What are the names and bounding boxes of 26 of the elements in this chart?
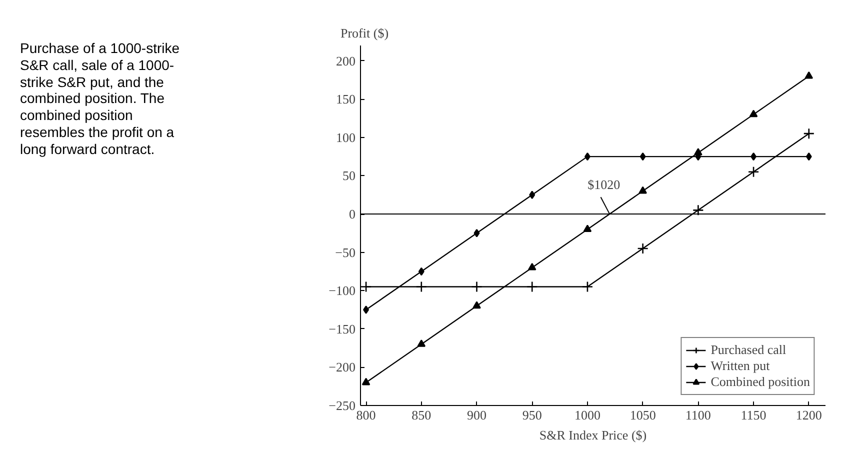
y-tick-label: 150 [336, 92, 356, 107]
y-tick-label: 200 [336, 53, 356, 68]
x-tick-label: 800 [356, 408, 376, 422]
y-axis-title: Profit ($) [340, 26, 389, 40]
y-tick-label: 0 [349, 206, 356, 222]
y-tick-label: −150 [328, 321, 356, 336]
x-tick-label: 1200 [796, 408, 822, 422]
y-tick-label: −200 [328, 360, 356, 375]
annotation: $1020 [588, 177, 620, 192]
y-tick-label: 100 [336, 130, 356, 145]
x-tick-label: 900 [467, 408, 486, 422]
legend-label: Written put [710, 358, 770, 374]
text: Purchase of a 1000-strike S&R call, sale of a 1000-strike S&R put, and the combined position. The combined position resembles the profit on a long forward contract. [20, 40, 181, 158]
x-tick-label: 1050 [630, 408, 656, 422]
y-tick-label: −50 [335, 244, 356, 260]
x-tick-label: 1100 [685, 408, 711, 422]
x-tick-label: 950 [522, 408, 542, 422]
x-tick-label: 1000 [574, 408, 600, 422]
x-tick-label: 850 [412, 408, 432, 422]
y-tick-label: 50 [342, 168, 356, 184]
legend-label: Purchased call [710, 342, 786, 358]
x-tick-label: 1150 [740, 408, 766, 422]
legend-label: Combined position [710, 374, 810, 390]
y-tick-label: −250 [328, 398, 356, 413]
x-axis-title: S&R Index Price ($) [539, 428, 647, 442]
y-tick-label: −100 [328, 283, 356, 298]
